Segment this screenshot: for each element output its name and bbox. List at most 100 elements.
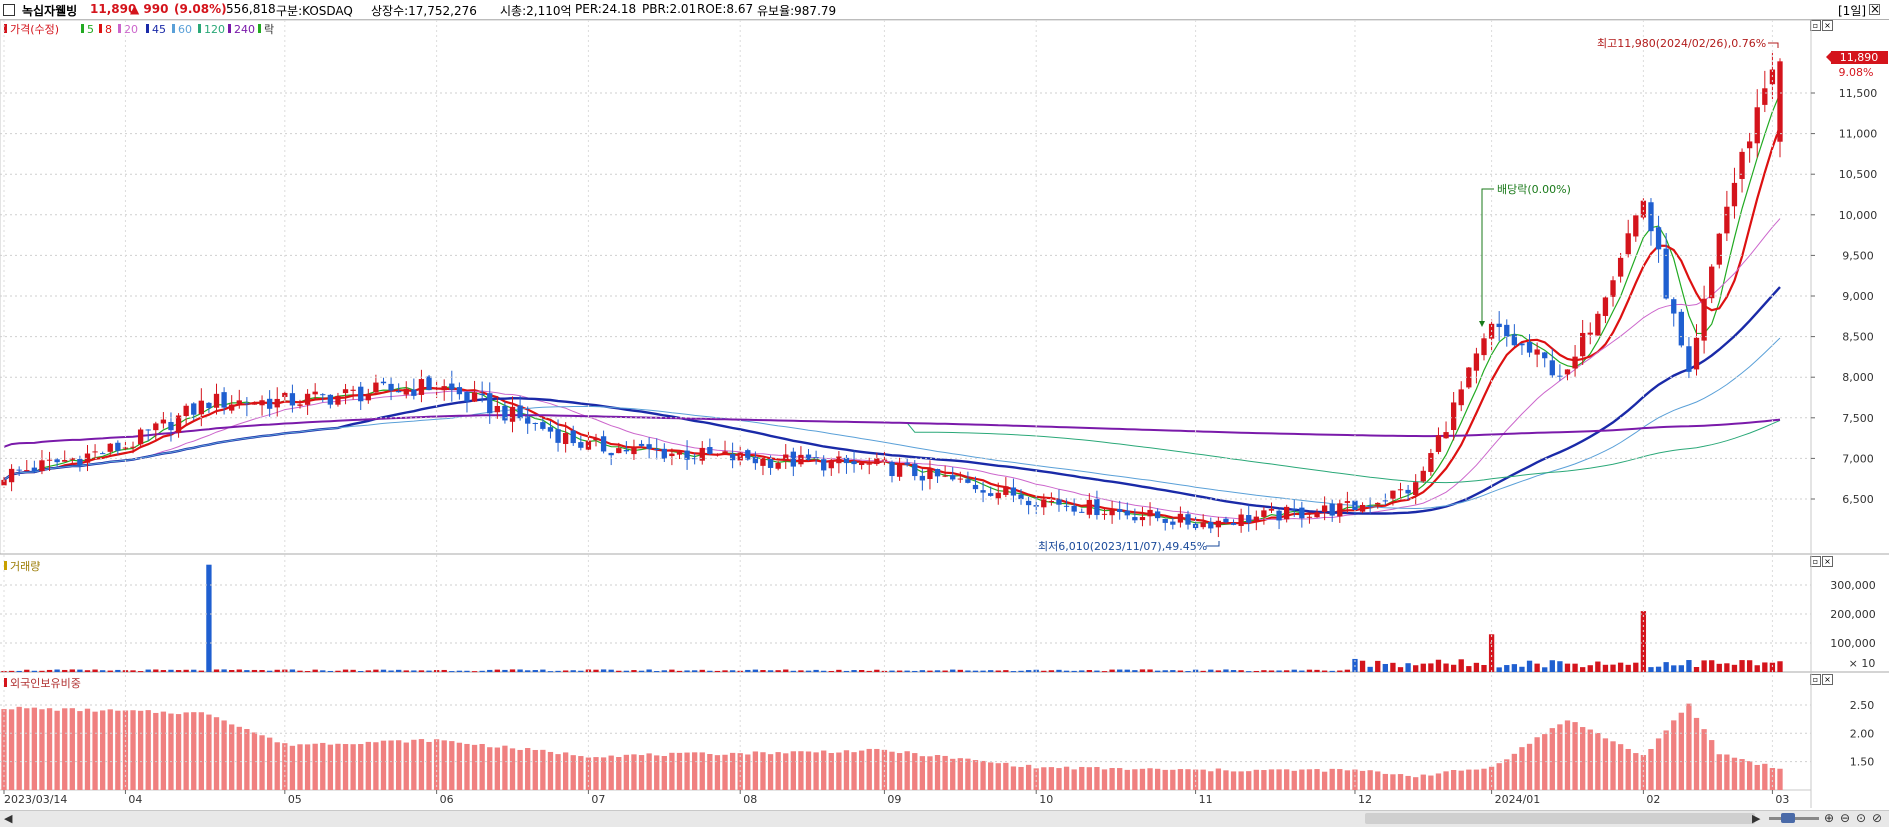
foreign-ratio-bar (1769, 767, 1776, 790)
volume-bar (494, 669, 500, 672)
volume-bar (320, 670, 326, 672)
candle-body (760, 458, 766, 466)
foreign-ratio-bar (1025, 764, 1032, 790)
zoom-slider-thumb[interactable] (1781, 813, 1795, 823)
ma20-swatch (118, 24, 121, 33)
candle-body (471, 392, 478, 402)
foreign-ratio-bar (1450, 770, 1457, 790)
zoom-in-icon[interactable]: ⊕ (1824, 811, 1835, 825)
foreign-ratio-bar (24, 708, 30, 790)
scroll-right-icon[interactable]: ▶ (1752, 812, 1761, 825)
period-selector[interactable]: [1일] (1838, 4, 1867, 18)
volume-bar (1413, 665, 1419, 672)
foreign-panel-close-icon[interactable]: × (1822, 674, 1833, 685)
ma8-swatch (99, 24, 102, 33)
price-panel-close-icon[interactable]: × (1822, 20, 1833, 31)
candle-body (1731, 182, 1738, 207)
horizontal-scrollbar[interactable]: ◀ ▶ ⊕ ⊖ ⊙ ⊘ (0, 810, 1889, 827)
candle-body (502, 405, 508, 421)
foreign-ratio-bar (221, 720, 227, 790)
foreign-ratio-bar (1101, 769, 1108, 790)
volume-bar (1177, 670, 1184, 672)
volume-bar (562, 670, 569, 672)
volume-bar (813, 669, 819, 672)
foreign-ratio-bar (562, 752, 569, 790)
candle-body (684, 450, 690, 460)
candle-body (145, 429, 151, 431)
volume-bar (1428, 663, 1434, 672)
foreign-ratio-bar (464, 743, 470, 790)
foreign-ratio-bar (168, 713, 174, 790)
volume-bar (1473, 662, 1480, 672)
current-price-tag (1831, 51, 1888, 64)
volume-bar (1299, 670, 1305, 672)
window-checkbox[interactable] (3, 4, 15, 16)
volume-bar (980, 670, 986, 672)
ma5-label: 5 (87, 23, 94, 36)
candle-body (1003, 486, 1009, 495)
foreign-ratio-bar (904, 751, 910, 790)
volume-bar (1496, 667, 1502, 672)
candle-body (517, 405, 523, 419)
volume-bar (942, 670, 948, 672)
volume-bar (532, 670, 538, 672)
foreign-ratio-bar (1329, 768, 1335, 790)
foreign-ratio-bar (1261, 770, 1267, 790)
zoom-reset-icon[interactable]: ⊙ (1856, 811, 1867, 825)
ma60-label: 60 (178, 23, 192, 36)
volume-bar (1633, 662, 1639, 672)
candle-body (183, 405, 189, 417)
foreign-ratio-bar (1117, 768, 1123, 790)
candle-body (1071, 505, 1077, 512)
foreign-ratio-bar (433, 739, 440, 790)
candle-body (1435, 435, 1442, 452)
volume-bar (479, 670, 485, 672)
candle-body (1724, 206, 1730, 234)
foreign-ratio-bar (699, 752, 705, 790)
volume-bar (1147, 669, 1153, 672)
candle-body (616, 448, 622, 454)
foreign-ratio-bar (805, 751, 812, 790)
candle-body (160, 419, 167, 424)
foreign-ratio-bar (1200, 769, 1206, 790)
foreign-ratio-bars (1, 703, 1783, 790)
foreign-ratio-bar (388, 740, 394, 790)
foreign-ratio-bar (320, 742, 326, 790)
foreign-ratio-bar (1428, 775, 1434, 790)
volume-bar (570, 670, 576, 672)
zoom-out-icon[interactable]: ⊖ (1840, 811, 1851, 825)
volume-bar (805, 670, 812, 672)
scrollbar-thumb[interactable] (1365, 813, 1755, 824)
foreign-ratio-bar (881, 749, 888, 790)
foreign-ratio-bar (1185, 769, 1191, 790)
foreign-ratio-bar (1382, 773, 1388, 790)
zoom-fit-icon[interactable]: ⊘ (1872, 811, 1883, 825)
x-tick-label: 08 (743, 793, 757, 806)
candle-body (1208, 521, 1214, 529)
candle-body (251, 403, 258, 405)
x-tick-label: 04 (128, 793, 142, 806)
ma240-line (3, 414, 1781, 448)
candle-body (1291, 508, 1297, 510)
volume-bar (130, 670, 136, 672)
volume-bar (115, 669, 121, 672)
price-change-pct: (9.08%) (174, 2, 227, 16)
volume-bar (1762, 662, 1768, 672)
volume-bar (866, 670, 872, 672)
foreign-ratio-bar (380, 740, 387, 790)
candle-body (350, 389, 356, 391)
volume-bar (1511, 664, 1518, 672)
info-bar: 녹십자웰빙 11,890 ▲ 990 (9.08%) 556,818 구분:KO… (0, 0, 1889, 20)
volume-bar (1117, 669, 1123, 672)
volume-bar (578, 670, 584, 672)
candle-body (1261, 510, 1267, 517)
volume-panel-close-icon[interactable]: × (1822, 556, 1833, 567)
close-icon[interactable]: × (1869, 2, 1881, 16)
foreign-ratio-bar (1056, 768, 1062, 790)
foreign-ratio-bar (441, 740, 447, 790)
scroll-left-icon[interactable]: ◀ (4, 812, 13, 825)
foreign-ratio-bar (1003, 762, 1009, 790)
candle-body (62, 460, 68, 462)
candle-body (570, 430, 576, 444)
